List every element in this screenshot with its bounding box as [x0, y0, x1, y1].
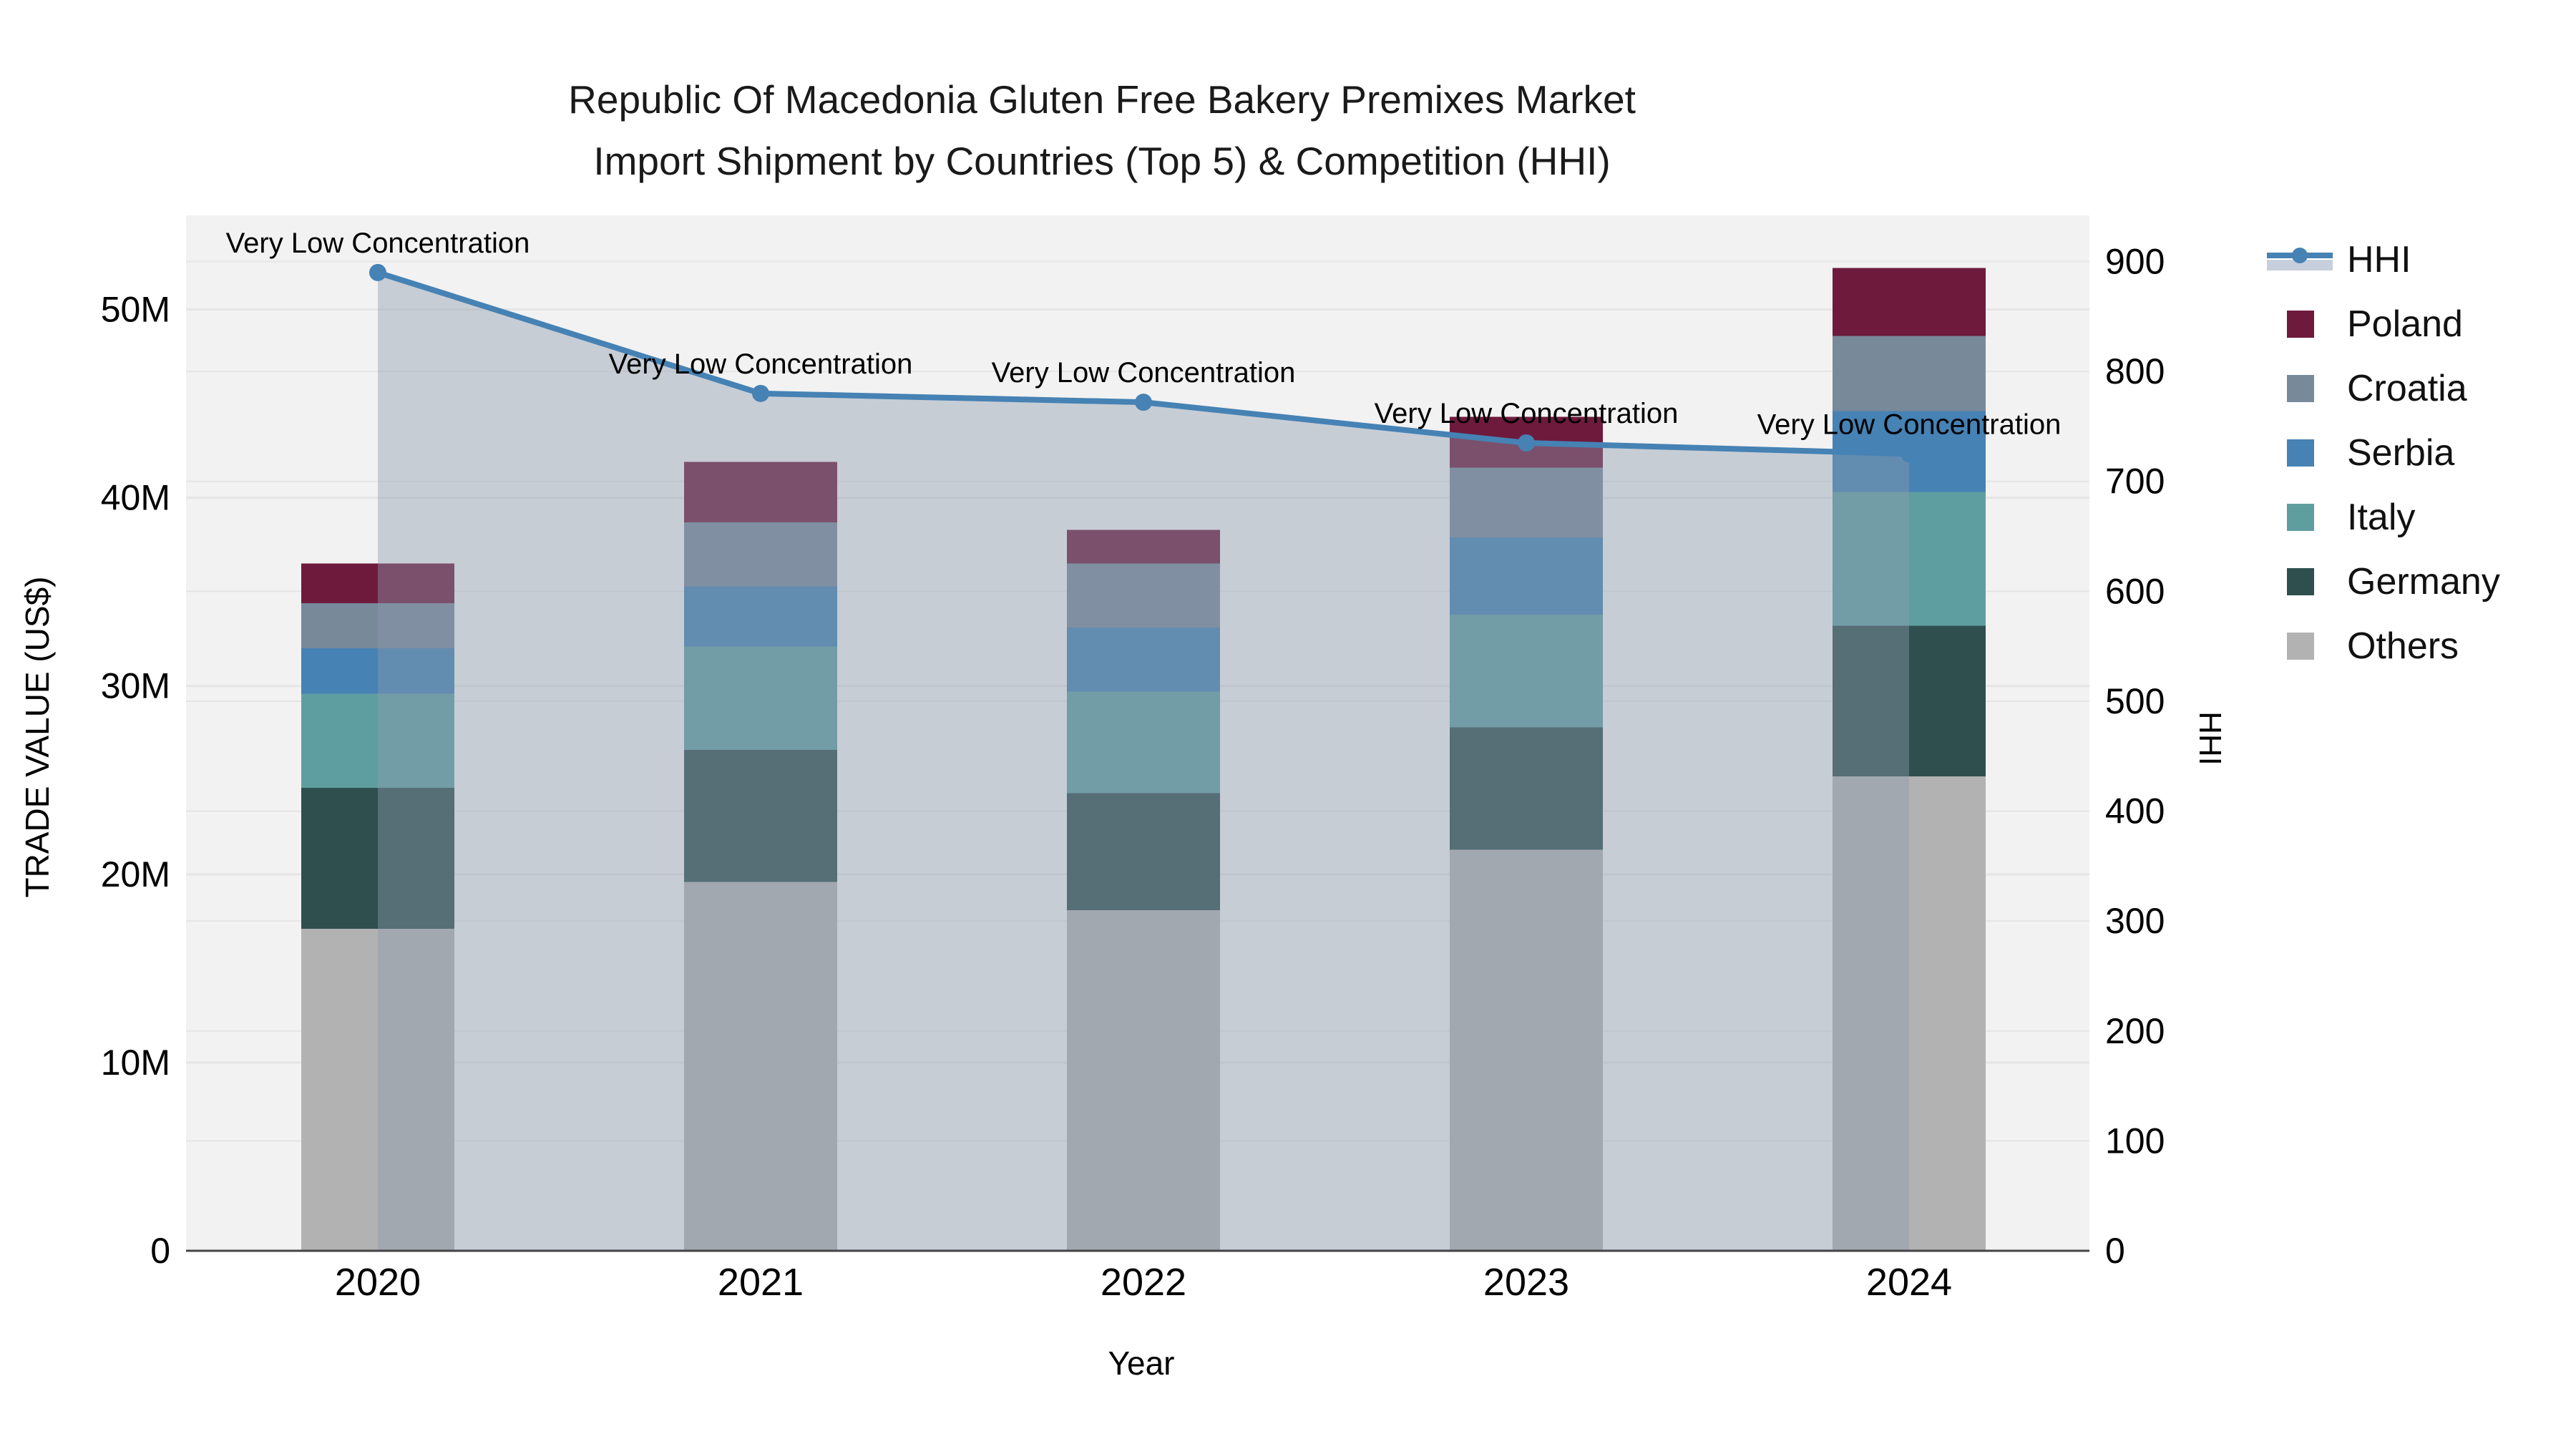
- x-tick-2024: 2024: [1866, 1261, 1952, 1304]
- y-left-tick-0: 0: [150, 1231, 170, 1271]
- bar-segment-croatia-2023[interactable]: [1450, 467, 1603, 537]
- bar-segment-germany-2023[interactable]: [1450, 727, 1603, 850]
- legend-label-germany: Germany: [2347, 561, 2500, 602]
- bar-segment-croatia-2024[interactable]: [1833, 336, 1986, 411]
- legend-item-germany[interactable]: Germany: [2254, 550, 2500, 614]
- legend: HHI Poland Croatia Serbia Italy Germany Others: [2254, 228, 2500, 678]
- y-left-tick-50M: 50M: [101, 290, 170, 330]
- bar-segment-poland-2020[interactable]: [301, 563, 454, 603]
- hhi-line-swatch-icon: [2254, 243, 2347, 277]
- bar-segment-serbia-2021[interactable]: [684, 586, 837, 647]
- y-right-tick-200: 200: [2105, 1011, 2165, 1051]
- chart-title: Republic Of Macedonia Gluten Free Bakery…: [0, 69, 2204, 192]
- bar-segment-others-2020[interactable]: [301, 929, 454, 1251]
- legend-label-hhi: HHI: [2347, 239, 2411, 280]
- legend-swatch-poland: [2287, 311, 2314, 338]
- hhi-marker-2021[interactable]: [752, 384, 769, 402]
- y-right-tick-500: 500: [2105, 681, 2165, 721]
- bar-segment-croatia-2020[interactable]: [301, 602, 454, 649]
- legend-label-croatia: Croatia: [2347, 368, 2467, 409]
- legend-item-croatia[interactable]: Croatia: [2254, 356, 2500, 421]
- bar-segment-italy-2024[interactable]: [1833, 492, 1986, 626]
- annotation-label-2022: Very Low Concentration: [992, 357, 1296, 389]
- legend-label-serbia: Serbia: [2347, 432, 2455, 474]
- legend-swatch-serbia: [2287, 439, 2314, 467]
- x-axis-title: Year: [1108, 1345, 1175, 1382]
- legend-item-others[interactable]: Others: [2254, 614, 2500, 678]
- color-swatch-icon: [2254, 311, 2347, 338]
- legend-label-poland: Poland: [2347, 303, 2463, 345]
- y-left-tick-40M: 40M: [101, 478, 170, 518]
- hhi-marker-2023[interactable]: [1518, 434, 1535, 452]
- bar-segment-germany-2024[interactable]: [1833, 625, 1986, 777]
- y-right-tick-0: 0: [2105, 1231, 2125, 1271]
- hhi-marker-2020[interactable]: [369, 263, 386, 281]
- y-right-tick-100: 100: [2105, 1121, 2165, 1161]
- legend-swatch-croatia: [2287, 375, 2314, 402]
- legend-swatch-others: [2287, 633, 2314, 660]
- bar-segment-italy-2022[interactable]: [1067, 691, 1220, 794]
- y-right-tick-300: 300: [2105, 901, 2165, 941]
- x-tick-2023: 2023: [1483, 1261, 1569, 1304]
- chart-title-line1: Republic Of Macedonia Gluten Free Bakery…: [568, 77, 1636, 122]
- annotation-label-2021: Very Low Concentration: [609, 348, 913, 380]
- bar-segment-serbia-2020[interactable]: [301, 648, 454, 694]
- legend-swatch-germany: [2287, 568, 2314, 595]
- y-left-tick-20M: 20M: [101, 854, 170, 894]
- y-axis-title-left: TRADE VALUE (US$): [19, 576, 56, 898]
- y-left-tick-10M: 10M: [101, 1043, 170, 1083]
- annotation-label-2024: Very Low Concentration: [1757, 409, 2062, 440]
- color-swatch-icon: [2254, 504, 2347, 531]
- color-swatch-icon: [2254, 633, 2347, 660]
- hhi-legend-band: [2267, 260, 2333, 270]
- bar-segment-italy-2023[interactable]: [1450, 614, 1603, 728]
- bar-segment-poland-2021[interactable]: [684, 462, 837, 522]
- legend-label-others: Others: [2347, 625, 2459, 667]
- bar-segment-others-2021[interactable]: [684, 882, 837, 1251]
- annotation-label-2023: Very Low Concentration: [1375, 398, 1679, 429]
- bar-segment-italy-2021[interactable]: [684, 646, 837, 751]
- x-tick-2022: 2022: [1101, 1261, 1186, 1304]
- bar-segment-germany-2021[interactable]: [684, 750, 837, 882]
- legend-label-italy: Italy: [2347, 497, 2416, 538]
- bar-segment-serbia-2023[interactable]: [1450, 537, 1603, 615]
- bar-segment-croatia-2022[interactable]: [1067, 563, 1220, 628]
- bar-segment-poland-2022[interactable]: [1067, 530, 1220, 564]
- bar-segment-poland-2024[interactable]: [1833, 268, 1986, 336]
- legend-item-italy[interactable]: Italy: [2254, 485, 2500, 550]
- hhi-area-fill: [378, 272, 1909, 1252]
- bar-segment-others-2024[interactable]: [1833, 776, 1986, 1251]
- hhi-marker-2022[interactable]: [1135, 394, 1152, 411]
- color-swatch-icon: [2254, 439, 2347, 467]
- bar-segment-others-2022[interactable]: [1067, 909, 1220, 1251]
- bar-segment-others-2023[interactable]: [1450, 849, 1603, 1251]
- hhi-legend-graphic: [2267, 243, 2333, 277]
- y-axis-title-right: HHI: [2192, 711, 2228, 766]
- annotation-label-2020: Very Low Concentration: [226, 228, 530, 259]
- bar-segment-croatia-2021[interactable]: [684, 522, 837, 587]
- hhi-legend-dot: [2292, 248, 2308, 263]
- y-right-tick-900: 900: [2105, 242, 2165, 282]
- bar-segment-germany-2022[interactable]: [1067, 793, 1220, 910]
- y-right-tick-800: 800: [2105, 351, 2165, 391]
- legend-swatch-italy: [2287, 504, 2314, 531]
- y-right-tick-700: 700: [2105, 462, 2165, 502]
- chart-title-line2: Import Shipment by Countries (Top 5) & C…: [593, 139, 1611, 183]
- x-tick-2020: 2020: [335, 1261, 421, 1304]
- color-swatch-icon: [2254, 375, 2347, 402]
- y-right-tick-400: 400: [2105, 791, 2165, 831]
- color-swatch-icon: [2254, 568, 2347, 595]
- hhi-marker-2024[interactable]: [1901, 445, 1918, 463]
- legend-item-poland[interactable]: Poland: [2254, 292, 2500, 356]
- x-tick-2021: 2021: [718, 1261, 804, 1304]
- bar-segment-italy-2020[interactable]: [301, 693, 454, 788]
- y-left-tick-30M: 30M: [101, 666, 170, 706]
- bar-segment-serbia-2022[interactable]: [1067, 628, 1220, 692]
- legend-item-hhi[interactable]: HHI: [2254, 228, 2500, 292]
- bar-segment-germany-2020[interactable]: [301, 787, 454, 930]
- legend-item-serbia[interactable]: Serbia: [2254, 421, 2500, 485]
- y-right-tick-600: 600: [2105, 571, 2165, 611]
